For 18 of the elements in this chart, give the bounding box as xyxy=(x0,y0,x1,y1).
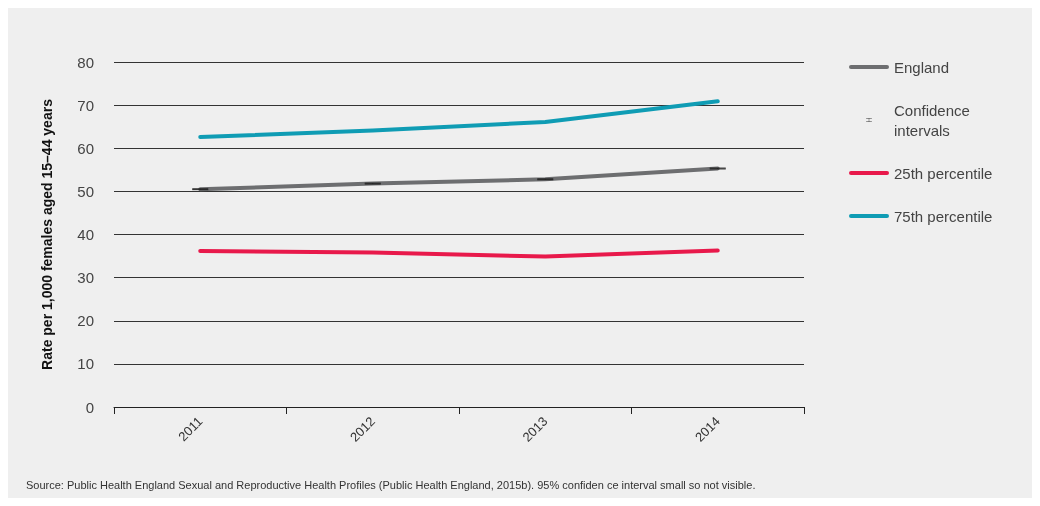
y-axis-title: Rate per 1,000 females aged 15–44 years xyxy=(39,98,55,370)
y-tick-label: 20 xyxy=(77,312,94,330)
y-tick-label: 80 xyxy=(77,53,94,71)
source-note: Source: Public Health England Sexual and Reproductive Health Profiles (Public Health England, 2015b). 95% confiden ce interval small so not visible. xyxy=(26,478,756,491)
text: Confidence intervals xyxy=(894,101,975,139)
legend-label: 75th percentile xyxy=(894,207,993,225)
y-tick-label: 0 xyxy=(85,398,94,416)
line-series xyxy=(198,248,720,259)
y-tick-label: 40 xyxy=(77,226,94,243)
y-tick-label: 50 xyxy=(77,182,94,200)
y-tick-label: 70 xyxy=(77,96,94,114)
line-series xyxy=(198,99,720,140)
y-tick-label: 10 xyxy=(77,355,94,373)
y-tick-label: 60 xyxy=(77,139,94,157)
legend-label: England xyxy=(894,58,950,76)
line-series xyxy=(198,166,720,192)
y-tick-label: 30 xyxy=(77,269,94,287)
legend-label: 25th percentile xyxy=(894,164,993,182)
